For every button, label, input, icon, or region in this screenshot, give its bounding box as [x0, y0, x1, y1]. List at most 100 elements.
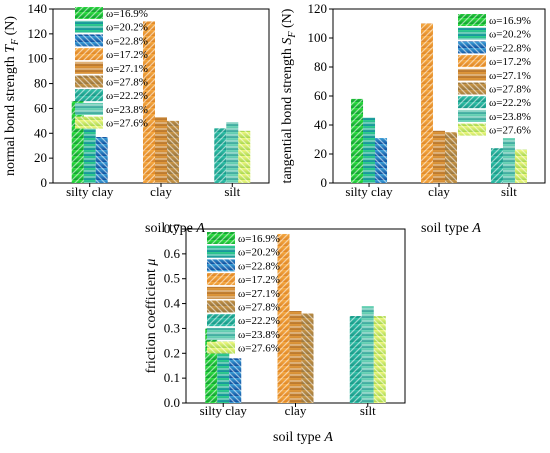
bar-silty-clay-2 — [95, 137, 108, 183]
chart-tangential-bond-strength: 0 20 40 60 80 100 120 silty clay clay silt soil ty… — [280, 1, 546, 236]
legend-label: ω=22.2% — [106, 90, 148, 102]
legend-swatch — [207, 314, 235, 327]
x-tick-label: silty clay — [345, 184, 393, 199]
legend-swatch — [458, 55, 486, 68]
y-tick-label: 0 — [41, 175, 48, 190]
y-tick-label: 0.1 — [164, 370, 180, 385]
legend-label: ω=23.8% — [238, 329, 280, 341]
y-axis-label: friction coefficient μ — [144, 259, 159, 374]
bar-clay-0 — [143, 21, 155, 183]
legend-swatch — [75, 102, 103, 115]
bar-silty-clay-2 — [375, 138, 388, 183]
bar-clay-1 — [433, 130, 445, 183]
legend-label: ω=22.8% — [489, 42, 531, 54]
x-tick-label: silt — [360, 403, 376, 418]
legend-swatch — [207, 273, 235, 286]
legend-label: ω=22.2% — [489, 97, 531, 109]
bar-silt-0 — [490, 148, 503, 183]
x-axis-label: soil type A — [421, 221, 481, 236]
x-tick-label: clay — [150, 184, 172, 199]
legend-swatch — [458, 68, 486, 81]
legend-label: ω=16.9% — [106, 8, 148, 20]
y-tick-label: 40 — [34, 125, 47, 140]
legend-label: ω=27.1% — [238, 288, 280, 300]
legend-swatch — [75, 89, 103, 102]
x-tick-label: silt — [501, 184, 517, 199]
bar-silt-2 — [514, 149, 527, 183]
bar-silty-clay-1 — [217, 343, 230, 403]
legend-label: ω=17.2% — [106, 49, 148, 61]
y-tick-label: 80 — [314, 59, 327, 74]
bar-clay-2 — [167, 120, 179, 183]
legend-swatch — [207, 300, 235, 313]
y-tick-label: 80 — [34, 76, 47, 91]
y-tick-label: 0.5 — [164, 271, 180, 286]
legend-swatch — [75, 20, 103, 33]
legend-swatch — [458, 96, 486, 109]
bar-clay-2 — [445, 132, 457, 183]
bar-clay-0 — [421, 23, 433, 183]
legend-label: ω=27.8% — [106, 77, 148, 89]
legend-swatch — [458, 82, 486, 95]
y-tick-label: 60 — [314, 88, 327, 103]
legend-label: ω=27.6% — [106, 118, 148, 130]
y-tick-label: 0.2 — [164, 345, 180, 360]
legend-swatch — [75, 34, 103, 47]
legend-swatch — [207, 341, 235, 354]
legend: ω=16.9% ω=20.2%ω=22.8% ω=17.2% ω=27.1% ω=27.… — [458, 14, 531, 137]
legend-swatch — [75, 61, 103, 74]
bar-silt-1 — [502, 138, 515, 183]
y-tick-label: 0.7 — [164, 221, 181, 236]
y-tick-label: 20 — [34, 150, 47, 165]
x-tick-label: silt — [224, 184, 240, 199]
bar-silt-1 — [226, 122, 239, 183]
legend-swatch — [207, 259, 235, 272]
bar-silt-2 — [238, 130, 251, 183]
legend-label: ω=22.2% — [238, 315, 280, 327]
legend-swatch — [458, 123, 486, 136]
bar-silt-0 — [214, 128, 227, 183]
legend-label: ω=16.9% — [238, 233, 280, 245]
y-tick-label: 120 — [28, 26, 48, 41]
legend-label: ω=20.2% — [106, 22, 148, 34]
legend-label: ω=23.8% — [106, 104, 148, 116]
bar-silty-clay-1 — [363, 117, 376, 183]
legend-label: ω=27.1% — [489, 70, 531, 82]
legend-label: ω=20.2% — [238, 247, 280, 259]
y-tick-label: 0.0 — [164, 395, 180, 410]
x-tick-label: silty clay — [200, 403, 248, 418]
y-tick-label: 0.3 — [164, 320, 180, 335]
x-tick-label: clay — [285, 403, 307, 418]
y-tick-label: 40 — [314, 117, 327, 132]
legend-swatch — [207, 245, 235, 258]
legend-label: ω=27.8% — [238, 302, 280, 314]
legend-swatch — [458, 14, 486, 26]
legend-label: ω=22.8% — [238, 260, 280, 272]
legend-label: ω=22.8% — [106, 35, 148, 47]
legend-swatch — [207, 327, 235, 340]
legend-label: ω=17.2% — [238, 274, 280, 286]
legend-label: ω=20.2% — [489, 29, 531, 41]
legend-swatch — [207, 232, 235, 244]
y-tick-label: 100 — [28, 51, 48, 66]
y-tick-label: 0.4 — [164, 296, 181, 311]
legend-label: ω=27.6% — [489, 125, 531, 137]
bar-clay-0 — [277, 233, 290, 403]
bar-clay-2 — [301, 313, 314, 403]
x-axis-label: soil type A — [273, 430, 333, 445]
legend-label: ω=16.9% — [489, 15, 531, 27]
legend-label: ω=27.8% — [489, 84, 531, 96]
y-tick-label: 140 — [28, 1, 48, 16]
bar-silty-clay-2 — [229, 358, 242, 403]
legend-label: ω=23.8% — [489, 111, 531, 123]
legend-swatch — [458, 109, 486, 122]
y-axis-label: normal bond strength TF (N) — [3, 16, 21, 176]
legend-swatch — [75, 7, 103, 19]
bar-clay-1 — [289, 311, 302, 403]
x-tick-label: silty clay — [66, 184, 114, 199]
legend-swatch — [458, 41, 486, 54]
y-tick-label: 0 — [321, 175, 328, 190]
legend: ω=16.9% ω=20.2%ω=22.8% ω=17.2% ω=27.1% ω=27.… — [75, 7, 148, 130]
